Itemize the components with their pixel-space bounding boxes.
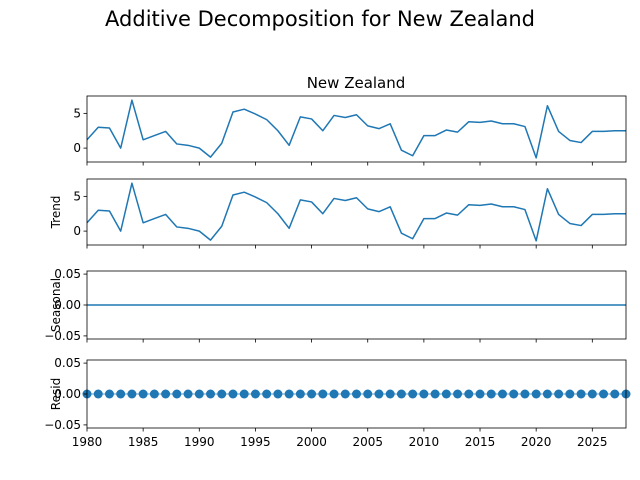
resid-point (295, 389, 305, 399)
resid-point (149, 389, 159, 399)
resid-ytick-label: 0.00 (54, 387, 81, 401)
resid-point (250, 389, 260, 399)
resid-point (138, 389, 148, 399)
observed-series-line (86, 99, 626, 159)
resid-xtick-label: 1985 (128, 435, 159, 449)
observed-ytick-label: 5 (73, 106, 81, 120)
resid-point (161, 389, 171, 399)
resid-point (284, 389, 294, 399)
resid-point (228, 389, 238, 399)
seasonal-ytick-label: −0.05 (44, 329, 81, 343)
seasonal-ytick-label: 0.05 (54, 267, 81, 281)
resid-xtick-label: 1980 (72, 435, 103, 449)
resid-ytick-label: −0.05 (44, 418, 81, 432)
resid-point (587, 389, 597, 399)
resid-point (104, 389, 114, 399)
seasonal-ytick-label: 0.00 (54, 298, 81, 312)
resid-point (396, 389, 406, 399)
trend-ytick-label: 5 (73, 189, 81, 203)
resid-point (340, 389, 350, 399)
panel-trend: 0 5 Trend (49, 178, 627, 249)
resid-xtick-label: 2010 (409, 435, 440, 449)
resid-point (531, 389, 541, 399)
resid-point (554, 389, 564, 399)
resid-point (430, 389, 440, 399)
resid-point (329, 389, 339, 399)
observed-ytick-label: 0 (73, 141, 81, 155)
resid-point (307, 389, 317, 399)
resid-point (408, 389, 418, 399)
trend-ylabel: Trend (49, 196, 63, 230)
resid-point (363, 389, 373, 399)
resid-point (509, 389, 519, 399)
resid-xtick-label: 2015 (465, 435, 496, 449)
resid-point (127, 389, 137, 399)
resid-xtick-label: 1990 (184, 435, 215, 449)
panel-resid: −0.05 0.00 0.05 1980 1985 1990 1995 2000 2005 201… (44, 356, 631, 449)
resid-point (441, 389, 451, 399)
resid-ylabel: Resid (49, 378, 63, 410)
resid-point (239, 389, 249, 399)
resid-point (497, 389, 507, 399)
resid-point (385, 389, 395, 399)
resid-point (183, 389, 193, 399)
resid-point (318, 389, 328, 399)
resid-ytick-label: 0.05 (54, 356, 81, 370)
resid-point (486, 389, 496, 399)
panels-group: 0505Trend−0.050.000.05Seasonal−0.050.000… (44, 95, 631, 449)
resid-point (93, 389, 103, 399)
resid-point (374, 389, 384, 399)
resid-point (565, 389, 575, 399)
resid-point (599, 389, 609, 399)
resid-point (520, 389, 530, 399)
resid-point (172, 389, 182, 399)
observed-axes-frame (86, 95, 627, 163)
resid-point (194, 389, 204, 399)
trend-series-line (86, 182, 626, 242)
resid-xtick-label: 1995 (240, 435, 271, 449)
resid-point (576, 389, 586, 399)
resid-point (273, 389, 283, 399)
seasonal-ylabel: Seasonal (49, 278, 63, 332)
resid-point (352, 389, 361, 399)
resid-point (116, 389, 126, 399)
resid-xtick-label: 2020 (521, 435, 552, 449)
resid-point (206, 389, 216, 399)
trend-ytick-label: 0 (73, 224, 81, 238)
panel-title: New Zealand (307, 74, 406, 92)
resid-xtick-label: 2025 (577, 435, 608, 449)
trend-axes-frame (86, 178, 627, 246)
resid-point (542, 389, 552, 399)
figure-suptitle: Additive Decomposition for New Zealand (105, 7, 535, 31)
resid-xtick-label: 2000 (296, 435, 327, 449)
resid-point (419, 389, 429, 399)
resid-point (475, 389, 485, 399)
panel-observed: 05 (73, 95, 627, 166)
resid-point (453, 389, 463, 399)
resid-point (217, 389, 227, 399)
resid-point (464, 389, 474, 399)
resid-point (610, 389, 620, 399)
resid-point (262, 389, 272, 399)
resid-xtick-label: 2005 (352, 435, 383, 449)
